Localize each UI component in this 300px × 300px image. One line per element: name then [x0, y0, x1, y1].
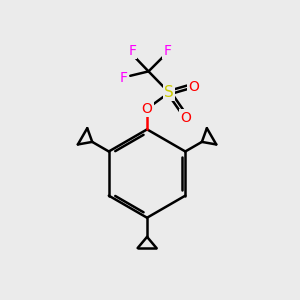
Text: O: O: [188, 80, 199, 94]
Text: F: F: [164, 44, 171, 58]
Text: S: S: [164, 85, 174, 100]
Text: F: F: [120, 71, 128, 85]
Text: O: O: [181, 111, 191, 124]
Text: F: F: [128, 44, 136, 58]
Text: O: O: [142, 102, 152, 116]
